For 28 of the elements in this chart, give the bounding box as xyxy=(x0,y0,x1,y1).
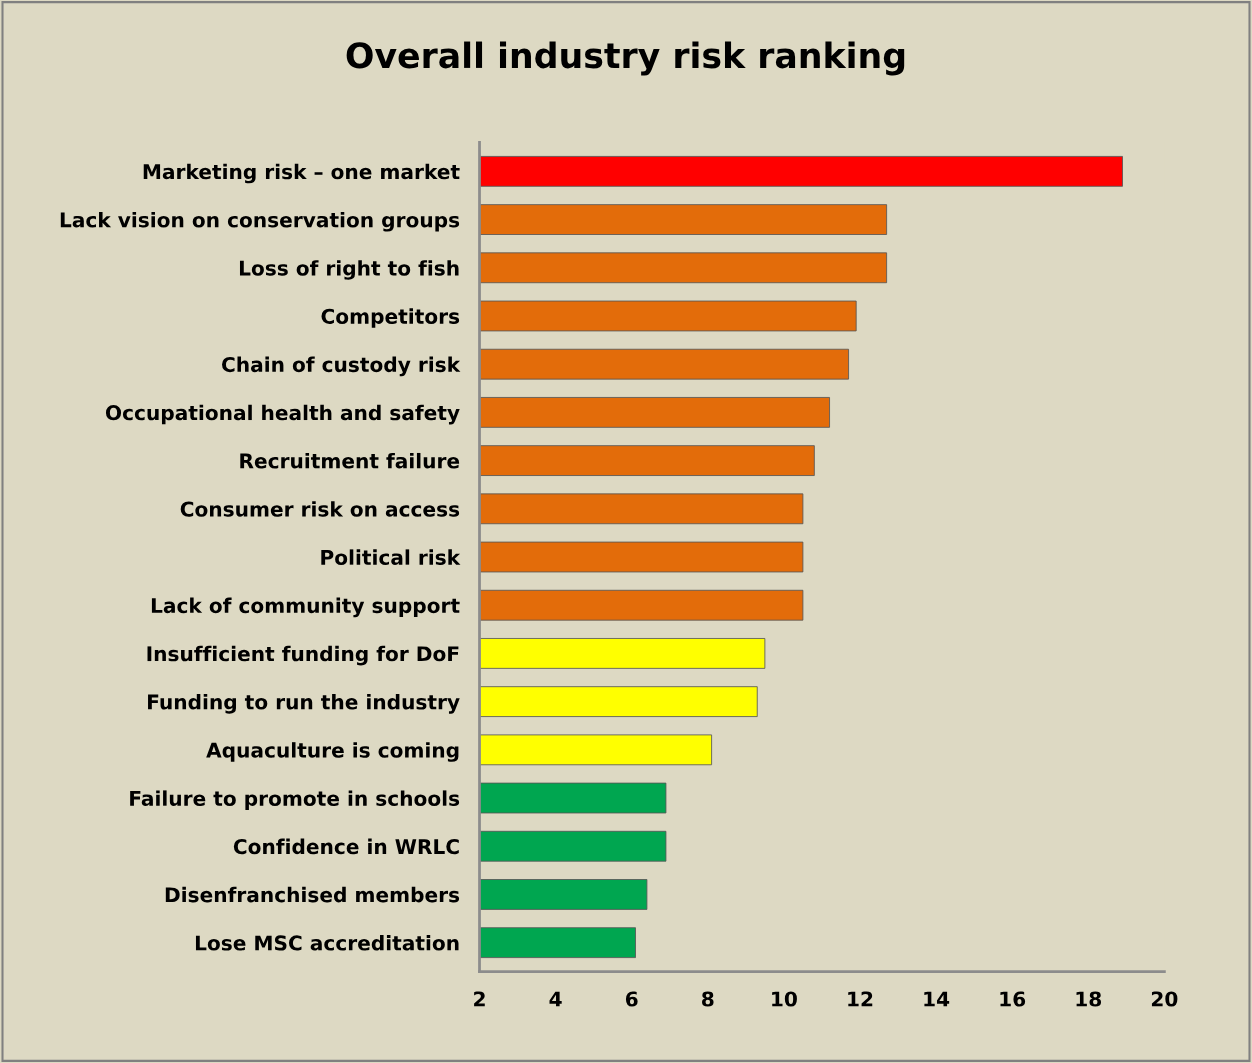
x-tick-label: 16 xyxy=(1000,991,1026,1007)
x-tick-label: 4 xyxy=(549,991,562,1007)
y-tick-label: Consumer risk on access xyxy=(180,501,460,517)
x-tick-label: 8 xyxy=(702,991,714,1007)
y-tick-label: Loss of right to fish xyxy=(239,260,459,280)
y-tick-label: Funding to run the industry xyxy=(148,693,460,714)
y-tick-label: Aquaculture is coming xyxy=(206,742,459,762)
y-tick-label: Marketing risk – one market xyxy=(143,163,460,184)
chart-title: Overall industry risk ranking xyxy=(346,41,905,76)
y-tick-label: Lose MSC accreditation xyxy=(195,935,459,951)
x-tick-label: 12 xyxy=(848,991,873,1007)
x-tick-label: 6 xyxy=(625,991,638,1007)
y-tick-label: Failure to promote in schools xyxy=(130,790,460,810)
x-tick-label: 10 xyxy=(772,991,797,1007)
x-tick-label: 20 xyxy=(1151,991,1178,1007)
y-tick-label: Political risk xyxy=(321,549,461,565)
y-tick-label: Lack of community support xyxy=(151,597,460,618)
y-tick-label: Insufficient funding for DoF xyxy=(147,645,459,666)
y-tick-label: Confidence in WRLC xyxy=(233,838,459,855)
y-tick-label: Competitors xyxy=(321,308,460,328)
y-tick-label: Recruitment failure xyxy=(240,452,460,469)
x-tick-label: 2 xyxy=(474,991,485,1007)
y-tick-label: Lack vision on conservation groups xyxy=(60,211,460,232)
y-tick-label: Disenfranchised members xyxy=(165,886,460,903)
x-tick-label: 18 xyxy=(1076,991,1102,1007)
x-tick-label: 14 xyxy=(924,991,950,1007)
y-tick-label: Occupational health and safety xyxy=(105,404,460,425)
y-tick-label: Chain of custody risk xyxy=(222,356,461,377)
